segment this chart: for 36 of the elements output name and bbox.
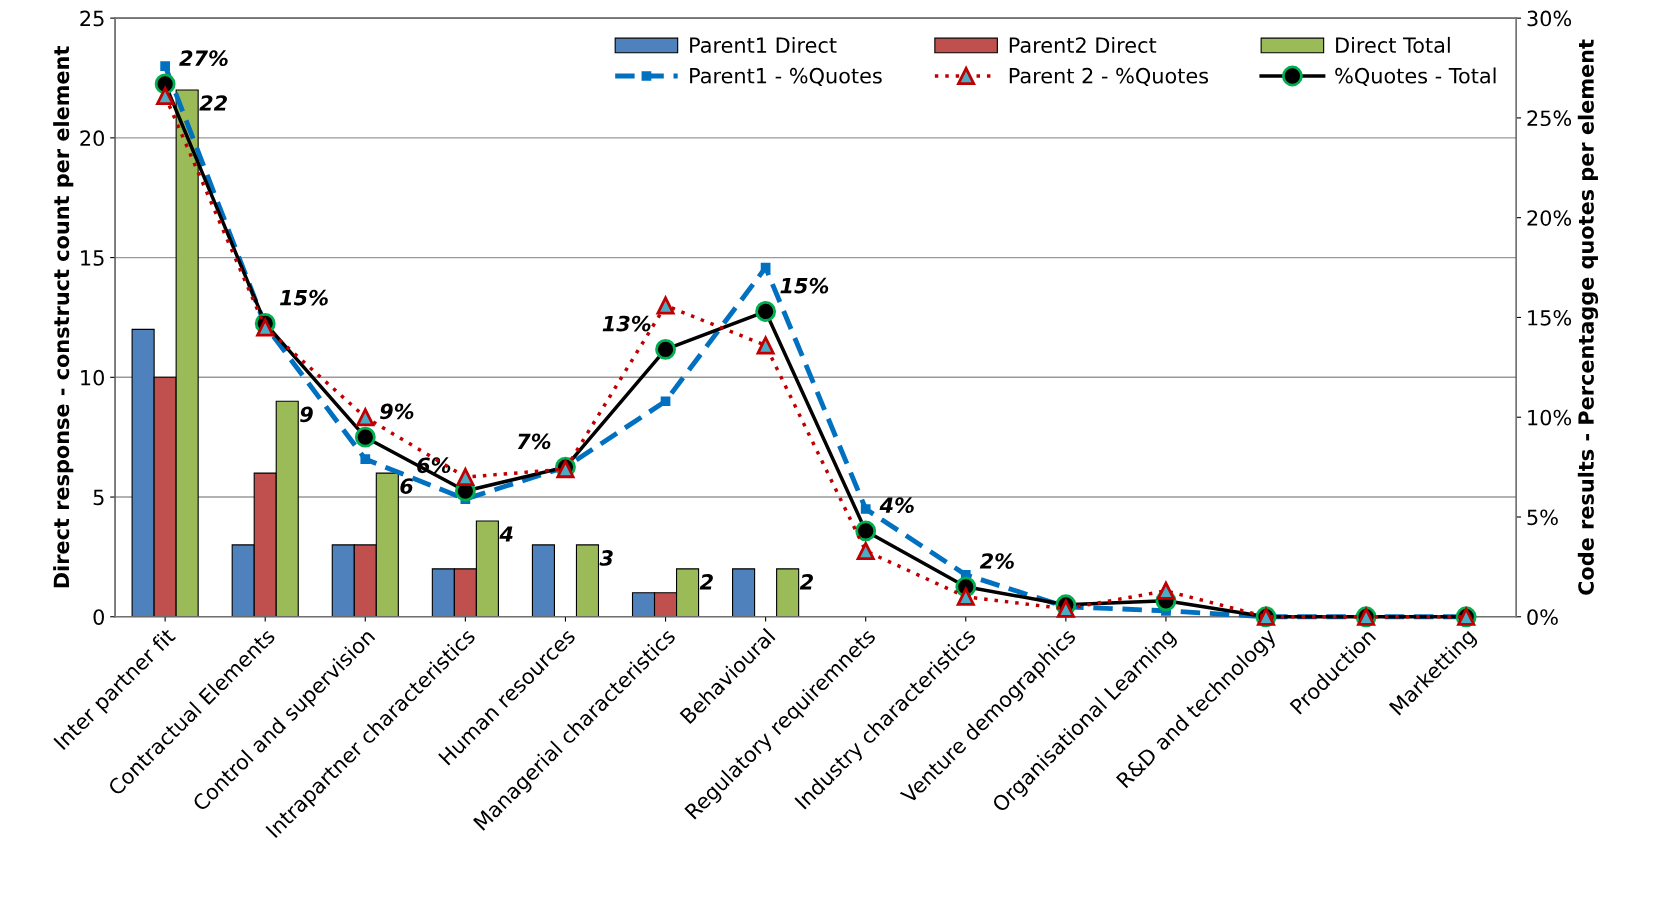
data-label: 4% xyxy=(879,497,914,514)
legend-label: Parent 2 - %Quotes xyxy=(1009,67,1209,86)
y2-axis-title: Code results - Percentagge quotes per element xyxy=(1577,39,1599,595)
data-label: 15% xyxy=(780,277,829,294)
data-label: 2 xyxy=(799,574,813,590)
data-label: 15% xyxy=(280,289,328,306)
data-label: 7% xyxy=(517,433,551,450)
legend-label: Parent1 - %Quotes xyxy=(690,67,882,86)
data-label: 27% xyxy=(179,50,228,67)
y2-tick-label: 20% xyxy=(1527,210,1572,226)
data-label: 2% xyxy=(979,553,1014,569)
legend-label: %Quotes - Total xyxy=(1335,67,1496,86)
data-label: 2 xyxy=(699,574,713,590)
y-tick-label: 10 xyxy=(81,369,104,386)
data-label: 13% xyxy=(602,315,651,332)
data-label: 6 xyxy=(400,478,414,495)
y-tick-label: 0 xyxy=(93,609,104,625)
y2-tick-label: 30% xyxy=(1527,10,1572,27)
y-tick-label: 5 xyxy=(93,489,104,506)
y2-tick-label: 10% xyxy=(1528,409,1572,426)
y-tick-label: 15 xyxy=(81,250,104,266)
y2-tick-label: 15% xyxy=(1528,309,1572,326)
data-label: 3 xyxy=(599,550,613,566)
y2-tick-label: 25% xyxy=(1527,110,1572,127)
legend-label: Direct Total xyxy=(1336,36,1450,54)
data-label: 9 xyxy=(300,406,313,423)
data-label: 4 xyxy=(499,526,513,542)
legend-label: Parent1 Direct xyxy=(690,36,837,54)
y2-tick-label: 0% xyxy=(1527,609,1558,625)
y2-tick-label: 5% xyxy=(1527,509,1558,526)
legend-label: Parent2 Direct xyxy=(1009,36,1157,54)
data-label: 22 xyxy=(199,95,227,111)
y-tick-label: 25 xyxy=(80,10,104,27)
data-label: 9% xyxy=(380,403,414,420)
y-tick-label: 20 xyxy=(80,130,104,147)
y-axis-title: Direct response - construct count per element xyxy=(53,46,74,588)
